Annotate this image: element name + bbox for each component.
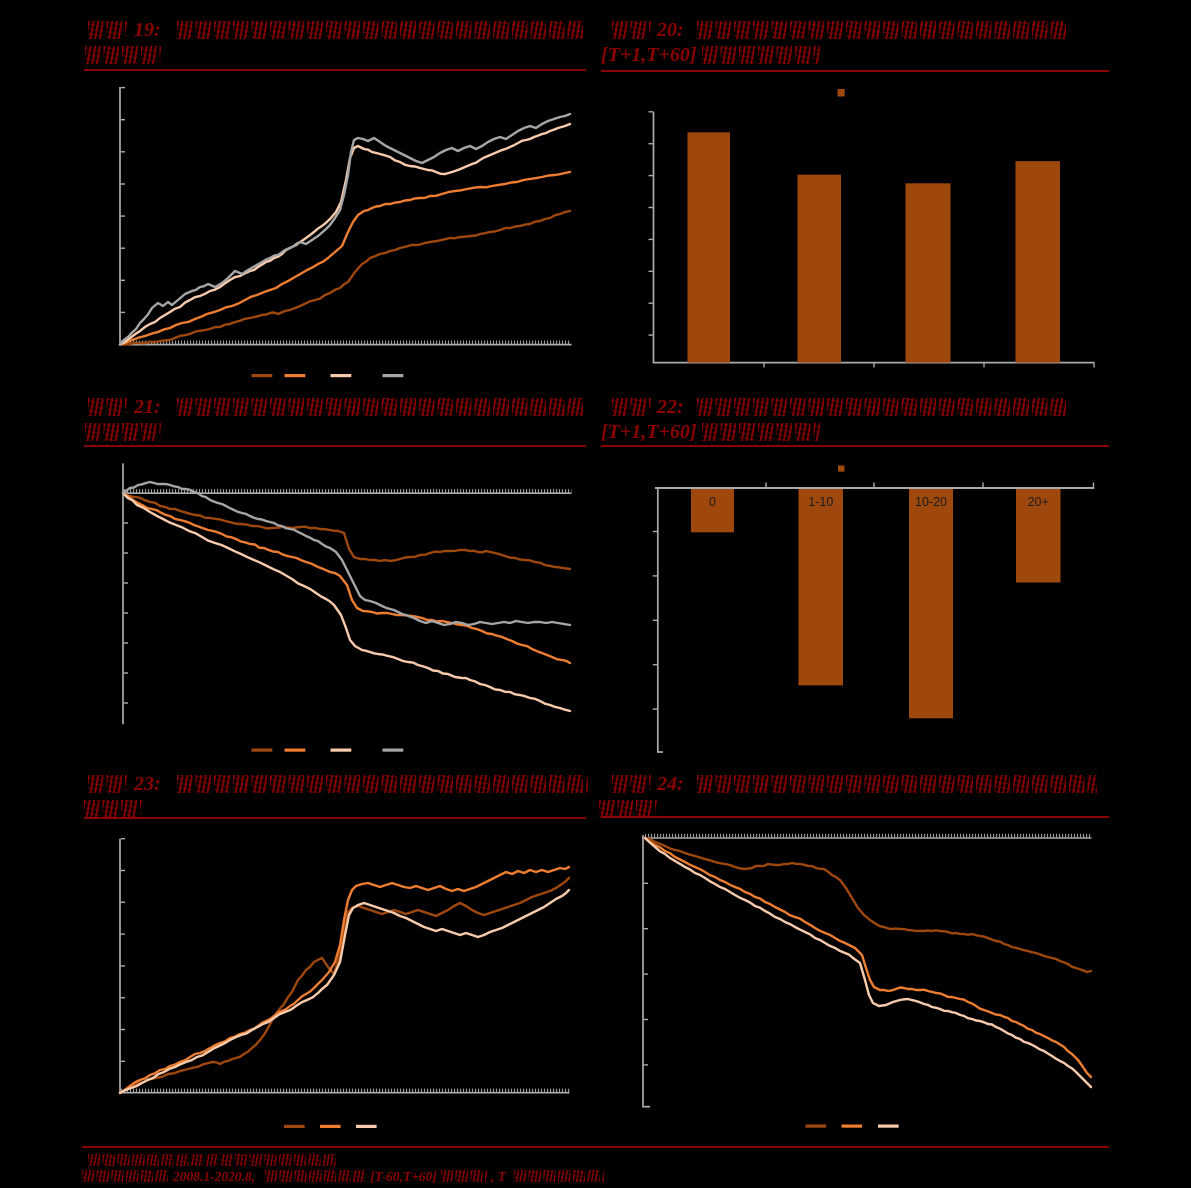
svg-text:10-20: 10-20 [915, 495, 947, 509]
svg-text:20+: 20+ [1028, 495, 1049, 509]
svg-text:0: 0 [709, 495, 716, 509]
svg-text:1-10: 1-10 [808, 495, 833, 509]
